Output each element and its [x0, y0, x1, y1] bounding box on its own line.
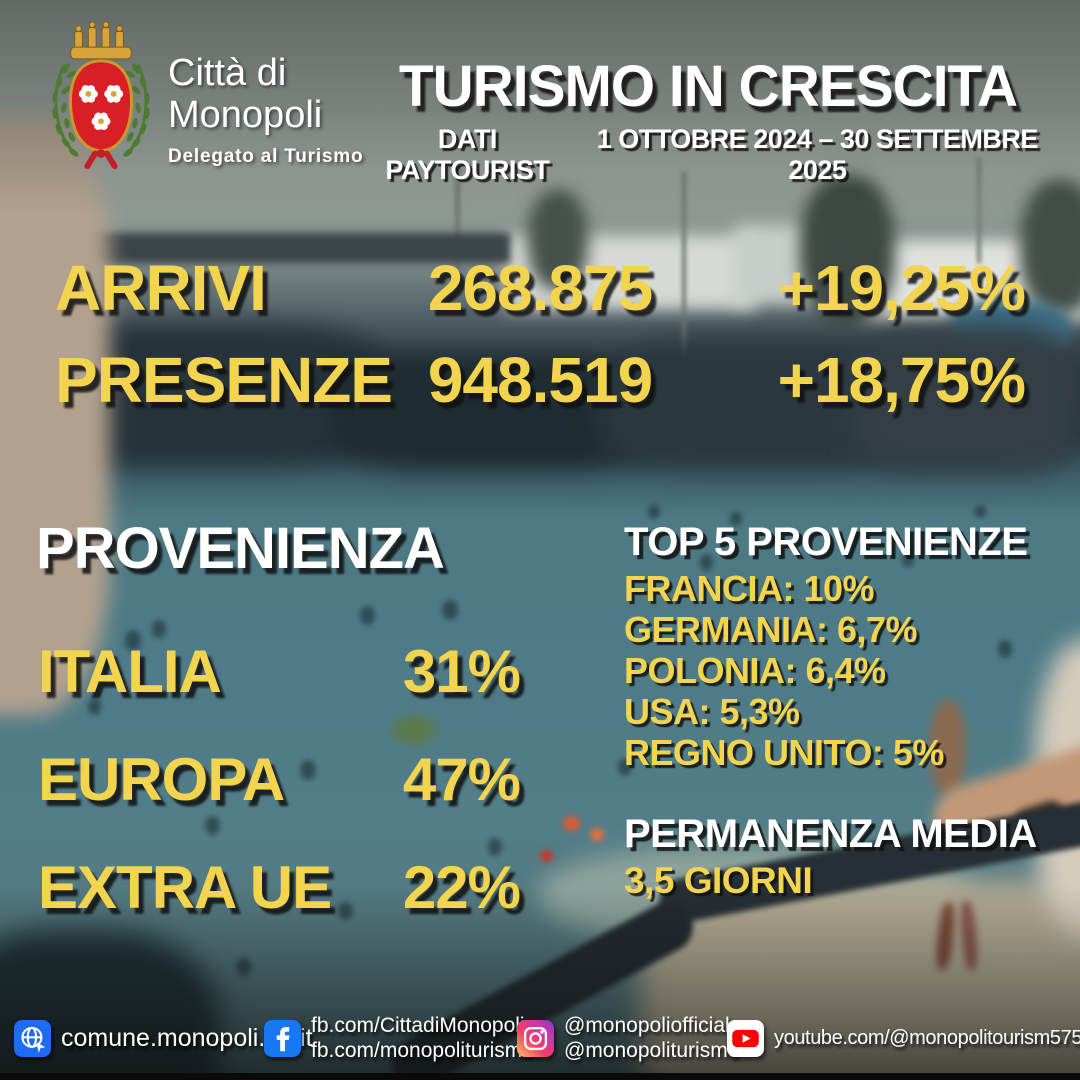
top5-item-polonia: POLONIA: 6,4% [624, 650, 886, 691]
period-label: 1 OTTOBRE 2024 – 30 SETTEMBRE 2025 [596, 124, 1039, 185]
stat-label: PRESENZE [55, 344, 393, 416]
provenienza-label: EXTRA UE [38, 854, 332, 921]
stat-row-presenze: PRESENZE 948.519 +18,75% [55, 344, 1026, 416]
instagram-icon [517, 1019, 554, 1057]
top5-item-regno-unito: REGNO UNITO: 5% [624, 732, 944, 773]
instagram-handle-1[interactable]: @monopoliofficial [564, 1014, 730, 1037]
monopoli-coat-of-arms [52, 21, 150, 170]
top5-item-germania: GERMANIA: 6,7% [624, 609, 918, 650]
provenienza-value: 31% [402, 638, 521, 705]
provenienza-row-extra-ue: EXTRA UE 22% [38, 854, 521, 921]
title-block: TURISMO IN CRESCITA DATI PAYTOURIST 1 OT… [358, 56, 1058, 186]
stat-delta: +19,25% [777, 252, 1026, 324]
footer-youtube[interactable]: youtube.com/@monopolitourism5752 [727, 1012, 1080, 1064]
footer-social-bar: comune.monopoli.ba.it fb.com/CittadiMono… [0, 1012, 1080, 1070]
stat-value: 268.875 [427, 252, 653, 324]
footer-facebook[interactable]: fb.com/CittadiMonopoli fb.com/monopolitu… [264, 1012, 534, 1064]
page-title: TURISMO IN CRESCITA [398, 54, 1018, 119]
brand-text: Città di Monopoli Delegato al Turismo [168, 52, 363, 168]
permanenza-section: PERMANENZA MEDIA 3,5 GIORNI [624, 812, 1074, 902]
top5-section: TOP 5 PROVENIENZE FRANCIA: 10% GERMANIA:… [624, 520, 1074, 773]
facebook-links: fb.com/CittadiMonopoli fb.com/monopolitu… [311, 1013, 534, 1063]
data-source-label: DATI PAYTOURIST [385, 124, 550, 185]
stat-delta: +18,75% [777, 344, 1026, 416]
bottom-black-bar [0, 1073, 1080, 1080]
stat-label: ARRIVI [55, 252, 267, 324]
permanenza-title: PERMANENZA MEDIA [624, 812, 1037, 856]
brand-subtitle: Delegato al Turismo [168, 146, 364, 167]
top5-item-usa: USA: 5,3% [624, 691, 800, 732]
instagram-handle-2[interactable]: @monopoliturismo [564, 1039, 740, 1062]
brand-name-line2: Monopoli [168, 94, 323, 136]
provenienza-row-europa: EUROPA 47% [38, 746, 521, 813]
facebook-link-1[interactable]: fb.com/CittadiMonopoli [311, 1014, 525, 1037]
title-subtitle-row: DATI PAYTOURIST 1 OTTOBRE 2024 – 30 SETT… [358, 124, 1058, 186]
provenienza-value: 22% [402, 854, 521, 921]
stat-value: 948.519 [427, 344, 653, 416]
provenienza-label: ITALIA [38, 638, 222, 705]
facebook-link-2[interactable]: fb.com/monopoliturismo [311, 1039, 534, 1062]
stat-row-arrivi: ARRIVI 268.875 +19,25% [55, 252, 1026, 324]
provenienza-label: EUROPA [38, 746, 285, 813]
permanenza-value: 3,5 GIORNI [624, 860, 813, 901]
top5-title: TOP 5 PROVENIENZE [624, 520, 1028, 564]
provenienza-value: 47% [402, 746, 521, 813]
youtube-link[interactable]: youtube.com/@monopolitourism5752 [774, 1026, 1080, 1049]
footer-instagram[interactable]: @monopoliofficial @monopoliturismo [517, 1012, 739, 1064]
provenienza-title: PROVENIENZA [36, 516, 445, 581]
top5-list: FRANCIA: 10% GERMANIA: 6,7% POLONIA: 6,4… [624, 568, 1074, 773]
provenienza-row-italia: ITALIA 31% [38, 638, 521, 705]
globe-icon [14, 1019, 51, 1057]
facebook-icon [264, 1019, 301, 1057]
instagram-handles: @monopoliofficial @monopoliturismo [564, 1013, 739, 1063]
brand-name-line1: Città di [168, 52, 287, 94]
youtube-icon [727, 1019, 764, 1057]
top5-item-francia: FRANCIA: 10% [624, 568, 875, 609]
stats-section: ARRIVI 268.875 +19,25% PRESENZE 948.519 … [55, 252, 1026, 436]
